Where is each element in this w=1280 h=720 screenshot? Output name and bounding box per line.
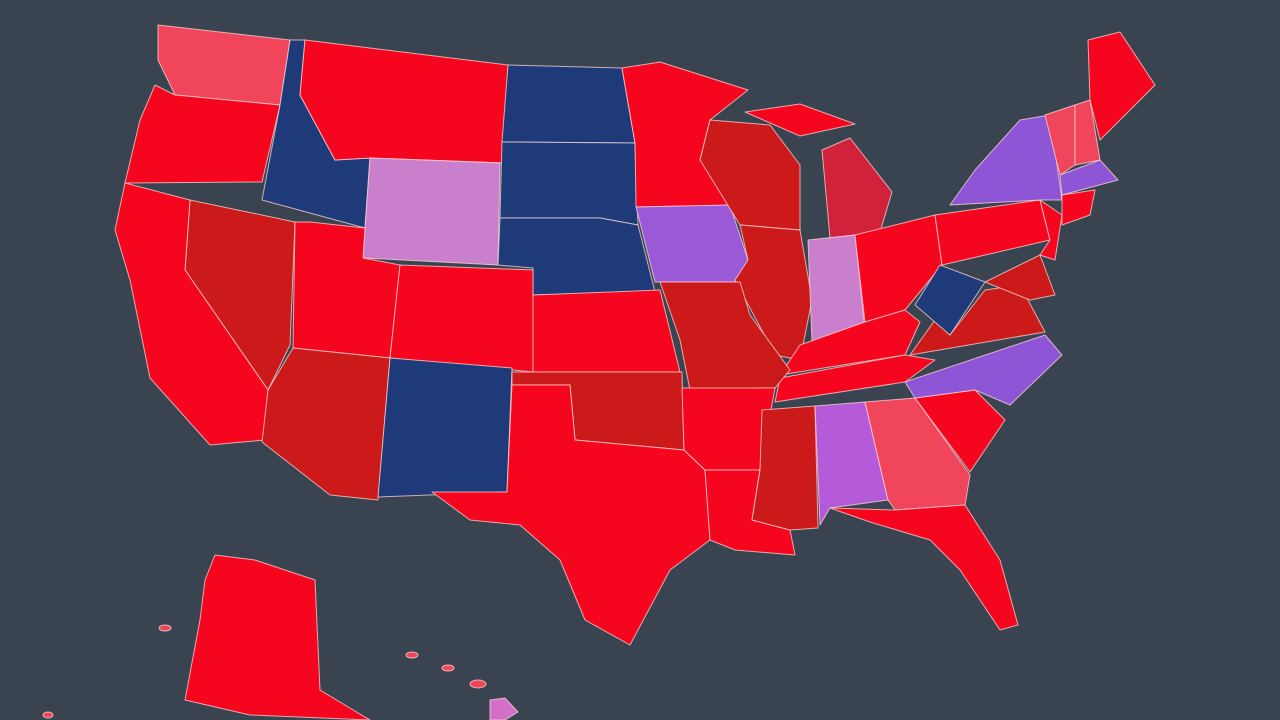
region xyxy=(1039,199,1063,261)
region xyxy=(377,357,513,498)
region xyxy=(532,289,681,373)
region xyxy=(1087,31,1156,141)
region xyxy=(659,281,791,391)
region xyxy=(635,204,749,283)
region xyxy=(744,103,856,137)
region xyxy=(42,711,54,719)
region xyxy=(441,664,455,672)
region xyxy=(431,384,711,646)
region xyxy=(984,254,1056,301)
region xyxy=(405,651,419,659)
region xyxy=(499,141,639,226)
region xyxy=(774,354,936,403)
region xyxy=(158,624,172,632)
region xyxy=(814,401,889,526)
region xyxy=(469,679,487,689)
region xyxy=(904,334,1063,406)
region xyxy=(489,697,519,720)
region xyxy=(362,157,501,266)
region xyxy=(829,504,1019,631)
region xyxy=(734,224,813,361)
region xyxy=(501,64,636,144)
region xyxy=(1059,159,1119,196)
region xyxy=(751,405,819,531)
region xyxy=(1061,189,1096,226)
region xyxy=(124,84,281,184)
region xyxy=(854,214,943,323)
region xyxy=(389,264,534,373)
region xyxy=(821,137,893,239)
region xyxy=(184,554,371,720)
region xyxy=(114,182,269,446)
